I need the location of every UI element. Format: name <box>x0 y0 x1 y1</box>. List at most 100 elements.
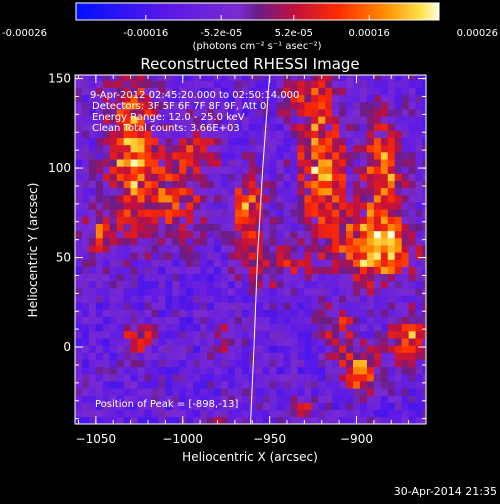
heatmap-cell <box>359 373 368 382</box>
heatmap-cell <box>158 216 166 224</box>
heatmap-cell <box>346 216 354 224</box>
overlay-annotations: 9-Apr-2012 02:45:20.000 to 02:50:14.000 … <box>90 90 299 410</box>
heatmap-cell <box>387 338 396 346</box>
heatmap-cell <box>165 94 173 103</box>
heatmap-cell <box>346 323 354 332</box>
heatmap-cell <box>214 80 222 88</box>
heatmap-cell <box>387 123 396 131</box>
heatmap-cell <box>311 402 319 411</box>
heatmap-cell <box>318 323 326 332</box>
heatmap-cell <box>332 209 340 217</box>
heatmap-cell <box>151 80 159 88</box>
heatmap-cell <box>297 80 305 88</box>
heatmap-cell <box>158 330 166 339</box>
heatmap-cell <box>359 223 368 232</box>
heatmap-cell <box>144 295 152 303</box>
heatmap-cell <box>380 194 389 203</box>
heatmap-cell <box>109 187 118 196</box>
heatmap-cell <box>75 330 83 339</box>
heatmap-cell <box>116 202 125 210</box>
heatmap-cell <box>366 151 375 160</box>
heatmap-cell <box>234 252 243 260</box>
heatmap-cell <box>387 409 396 418</box>
heatmap-cell <box>373 187 382 196</box>
heatmap-cell <box>220 252 229 260</box>
heatmap-cell <box>75 80 83 88</box>
heatmap-cell <box>172 345 180 353</box>
heatmap-cell <box>200 130 208 139</box>
heatmap-cell <box>408 130 416 139</box>
heatmap-cell <box>373 252 382 260</box>
heatmap-cell <box>165 101 173 110</box>
heatmap-cell <box>269 101 277 110</box>
heatmap-cell <box>269 273 277 282</box>
heatmap-cell <box>130 144 138 153</box>
heatmap-cell <box>311 409 319 418</box>
heatmap-cell <box>102 330 111 339</box>
heatmap-cell <box>137 209 145 217</box>
heatmap-cell <box>283 316 291 325</box>
heatmap-cell <box>311 330 319 339</box>
x-tick-label: −950 <box>253 432 286 446</box>
heatmap-cell <box>373 259 382 267</box>
heatmap-cell <box>373 75 382 81</box>
heatmap-cell <box>339 187 347 196</box>
heatmap-cell <box>88 359 97 368</box>
colorbar-tick-label: -0.00016 <box>123 28 168 39</box>
heatmap-cell <box>248 295 257 303</box>
heatmap-cell <box>380 366 389 375</box>
heatmap-cell <box>193 94 201 103</box>
heatmap-cell <box>415 216 423 224</box>
heatmap-cell <box>373 87 382 96</box>
heatmap-cell <box>75 109 83 117</box>
heatmap-cell <box>346 237 354 246</box>
heatmap-cell <box>366 216 375 224</box>
heatmap-cell <box>339 209 347 217</box>
heatmap-cell <box>415 80 423 88</box>
heatmap-cell <box>311 137 319 146</box>
heatmap-cell <box>227 359 236 368</box>
heatmap-cell <box>207 388 215 396</box>
heatmap-cell <box>88 366 97 375</box>
heatmap-cell <box>130 223 138 232</box>
heatmap-cell <box>311 373 319 382</box>
heatmap-cell <box>158 323 166 332</box>
heatmap-cell <box>207 352 215 360</box>
heatmap-cell <box>81 194 90 203</box>
heatmap-cell <box>401 416 410 424</box>
heatmap-cell <box>207 209 215 217</box>
heatmap-cell <box>304 144 312 153</box>
heatmap-cell <box>290 237 298 246</box>
heatmap-cell <box>408 352 416 360</box>
x-tick-label: −1000 <box>162 432 203 446</box>
heatmap-cell <box>158 94 166 103</box>
heatmap-cell <box>304 345 312 353</box>
heatmap-cell <box>193 166 201 174</box>
heatmap-cell <box>158 173 166 181</box>
heatmap-cell <box>290 94 298 103</box>
heatmap-cell <box>172 259 180 267</box>
heatmap-cell <box>373 216 382 224</box>
heatmap-cell <box>220 144 229 153</box>
heatmap-cell <box>248 209 257 217</box>
heatmap-cell <box>325 309 333 318</box>
heatmap-cell <box>234 345 243 353</box>
heatmap-cell <box>123 223 131 232</box>
heatmap-cell <box>297 87 305 96</box>
heatmap-cell <box>81 388 90 396</box>
heatmap-cell <box>318 287 326 296</box>
heatmap-cell <box>234 402 243 411</box>
heatmap-cell <box>179 302 187 310</box>
heatmap-cell <box>276 144 284 153</box>
heatmap-cell <box>95 252 104 260</box>
heatmap-cell <box>144 402 152 411</box>
heatmap-cell <box>311 187 319 196</box>
heatmap-cell <box>116 287 125 296</box>
heatmap-cell <box>387 223 396 232</box>
heatmap-cell <box>346 202 354 210</box>
heatmap-cell <box>332 366 340 375</box>
heatmap-cell <box>380 280 389 289</box>
heatmap-cell <box>144 94 152 103</box>
heatmap-cell <box>422 151 426 160</box>
heatmap-cell <box>339 216 347 224</box>
